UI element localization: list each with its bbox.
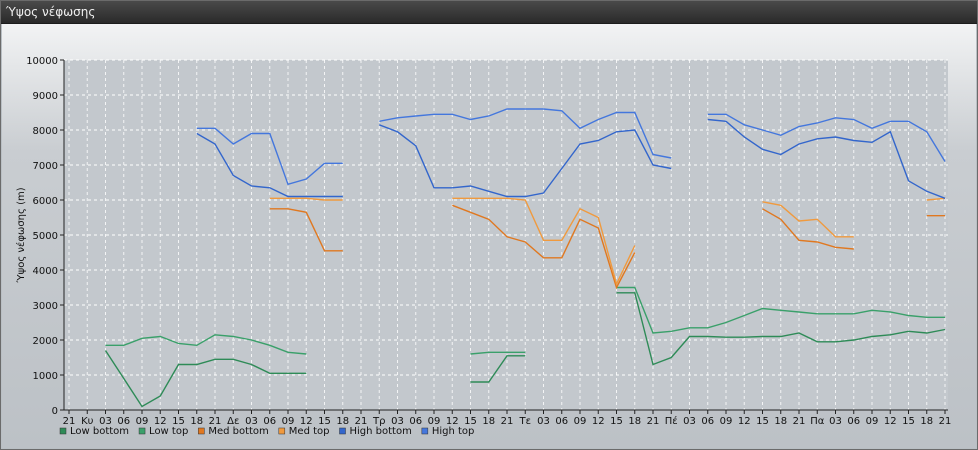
x-tick-label: 03 bbox=[391, 416, 404, 427]
series-line-low-bottom bbox=[616, 292, 946, 366]
x-tick-label: 18 bbox=[190, 416, 203, 427]
y-tick-label: 2000 bbox=[33, 336, 58, 347]
x-tick-label: 06 bbox=[847, 416, 860, 427]
x-tick-label: Τρ bbox=[372, 416, 385, 427]
x-tick-label: 06 bbox=[409, 416, 422, 427]
series-line-high-top bbox=[196, 127, 343, 186]
legend-swatch bbox=[198, 427, 205, 435]
x-tick-label: 18 bbox=[774, 416, 787, 427]
x-tick-label: 18 bbox=[628, 416, 641, 427]
series-line-med-bottom bbox=[269, 208, 343, 252]
x-tick-label: 03 bbox=[537, 416, 550, 427]
legend-swatch bbox=[421, 427, 429, 435]
chart-panel: 0 1000 2000 3000 4000 5000 6000 7000 8000 9000 100… bbox=[2, 24, 976, 448]
window-title: Ύψος νέφωσης bbox=[6, 5, 96, 19]
y-tick-label: 0 bbox=[52, 406, 58, 417]
legend-swatch bbox=[138, 427, 146, 435]
y-tick-label: 1000 bbox=[33, 371, 58, 382]
x-tick-label: 03 bbox=[829, 416, 842, 427]
x-tick-label: 15 bbox=[610, 416, 623, 427]
series-line-med-top bbox=[269, 197, 343, 201]
title-bar: Ύψος νέφωσης bbox=[1, 1, 977, 24]
series-line-low-bottom bbox=[470, 355, 526, 383]
series-line-high-top bbox=[379, 108, 672, 159]
y-tick-label: 4000 bbox=[33, 266, 58, 277]
legend-label: Low bottom bbox=[70, 426, 129, 437]
x-tick-label: 09 bbox=[574, 416, 587, 427]
x-tick-label: 18 bbox=[482, 416, 495, 427]
legend-label: Med bottom bbox=[208, 426, 268, 437]
x-tick-label: 21 bbox=[647, 416, 660, 427]
y-tick-label: 6000 bbox=[33, 196, 58, 207]
x-tick-label: 12 bbox=[446, 416, 459, 427]
x-tick-label: 15 bbox=[756, 416, 769, 427]
x-tick-label: 21 bbox=[501, 416, 514, 427]
x-tick-label: 09 bbox=[282, 416, 295, 427]
series-line-med-top bbox=[926, 197, 946, 201]
y-tick-label: 3000 bbox=[33, 301, 58, 312]
x-tick-label: Πέ bbox=[665, 415, 678, 427]
series-line-med-bottom bbox=[762, 208, 854, 250]
legend-swatch bbox=[278, 427, 286, 435]
series-line-med-top bbox=[452, 197, 636, 287]
x-tick-label: 21 bbox=[355, 416, 368, 427]
x-tick-label: 15 bbox=[318, 416, 331, 427]
series-line-high-bottom bbox=[707, 118, 946, 199]
series-line-low-top bbox=[616, 286, 945, 334]
y-tick-label: 5000 bbox=[33, 231, 58, 242]
x-tick-label: 06 bbox=[555, 416, 568, 427]
x-tick-label: 12 bbox=[884, 416, 897, 427]
x-tick-label: 15 bbox=[172, 416, 185, 427]
series-line-low-bottom bbox=[104, 350, 307, 408]
x-tick-label: 21 bbox=[209, 416, 222, 427]
x-tick-label: 09 bbox=[428, 416, 441, 427]
x-tick-label: 18 bbox=[920, 416, 933, 427]
x-tick-label: 12 bbox=[738, 416, 751, 427]
x-tick-label: 06 bbox=[701, 416, 714, 427]
series-line-low-top bbox=[105, 334, 307, 355]
legend-label: High top bbox=[432, 426, 475, 437]
x-tick-label: 18 bbox=[336, 416, 349, 427]
series-line-high-top bbox=[707, 113, 946, 162]
legend-label: High bottom bbox=[350, 426, 412, 437]
x-tick-label: Πα bbox=[810, 416, 825, 427]
x-tick-label: 15 bbox=[464, 416, 477, 427]
x-tick-label: 09 bbox=[866, 416, 879, 427]
x-tick-label: 06 bbox=[117, 416, 130, 427]
x-tick-label: 06 bbox=[263, 416, 276, 427]
y-axis-label: Ύψος νέφωσης (m) bbox=[15, 187, 27, 283]
series-line-high-bottom bbox=[196, 132, 343, 198]
x-tick-label: 12 bbox=[592, 416, 605, 427]
y-tick-label: 10000 bbox=[26, 56, 58, 67]
y-tick-label: 7000 bbox=[33, 161, 58, 172]
x-tick-label: 03 bbox=[245, 416, 258, 427]
x-tick-label: 21 bbox=[63, 416, 76, 427]
series-line-med-top bbox=[762, 201, 854, 238]
x-tick-label: 12 bbox=[154, 416, 167, 427]
x-tick-label: 21 bbox=[939, 416, 952, 427]
legend-swatch bbox=[339, 427, 346, 435]
cloud-height-chart: 0 1000 2000 3000 4000 5000 6000 7000 8000 9000 100… bbox=[15, 56, 952, 437]
legend-swatch bbox=[59, 427, 67, 435]
y-tick-label: 9000 bbox=[33, 91, 58, 102]
x-tick-label: 21 bbox=[793, 416, 806, 427]
x-tick-label: 15 bbox=[902, 416, 915, 427]
x-tick-label: 03 bbox=[683, 416, 696, 427]
x-tick-label: 12 bbox=[300, 416, 313, 427]
x-tick-label: 09 bbox=[720, 416, 733, 427]
series-line-med-bottom bbox=[452, 204, 636, 290]
x-tick-label: 09 bbox=[136, 416, 149, 427]
x-tick-label: 03 bbox=[99, 416, 112, 427]
legend-label: Med top bbox=[289, 426, 330, 437]
x-tick-label: Κυ bbox=[81, 416, 94, 427]
x-tick-label: Τε bbox=[518, 416, 531, 427]
legend-label: Low top bbox=[149, 426, 188, 437]
series-line-low-top bbox=[470, 351, 526, 355]
series-line-high-bottom bbox=[379, 124, 672, 198]
y-tick-label: 8000 bbox=[33, 126, 58, 137]
x-tick-label: Δε bbox=[227, 416, 239, 427]
